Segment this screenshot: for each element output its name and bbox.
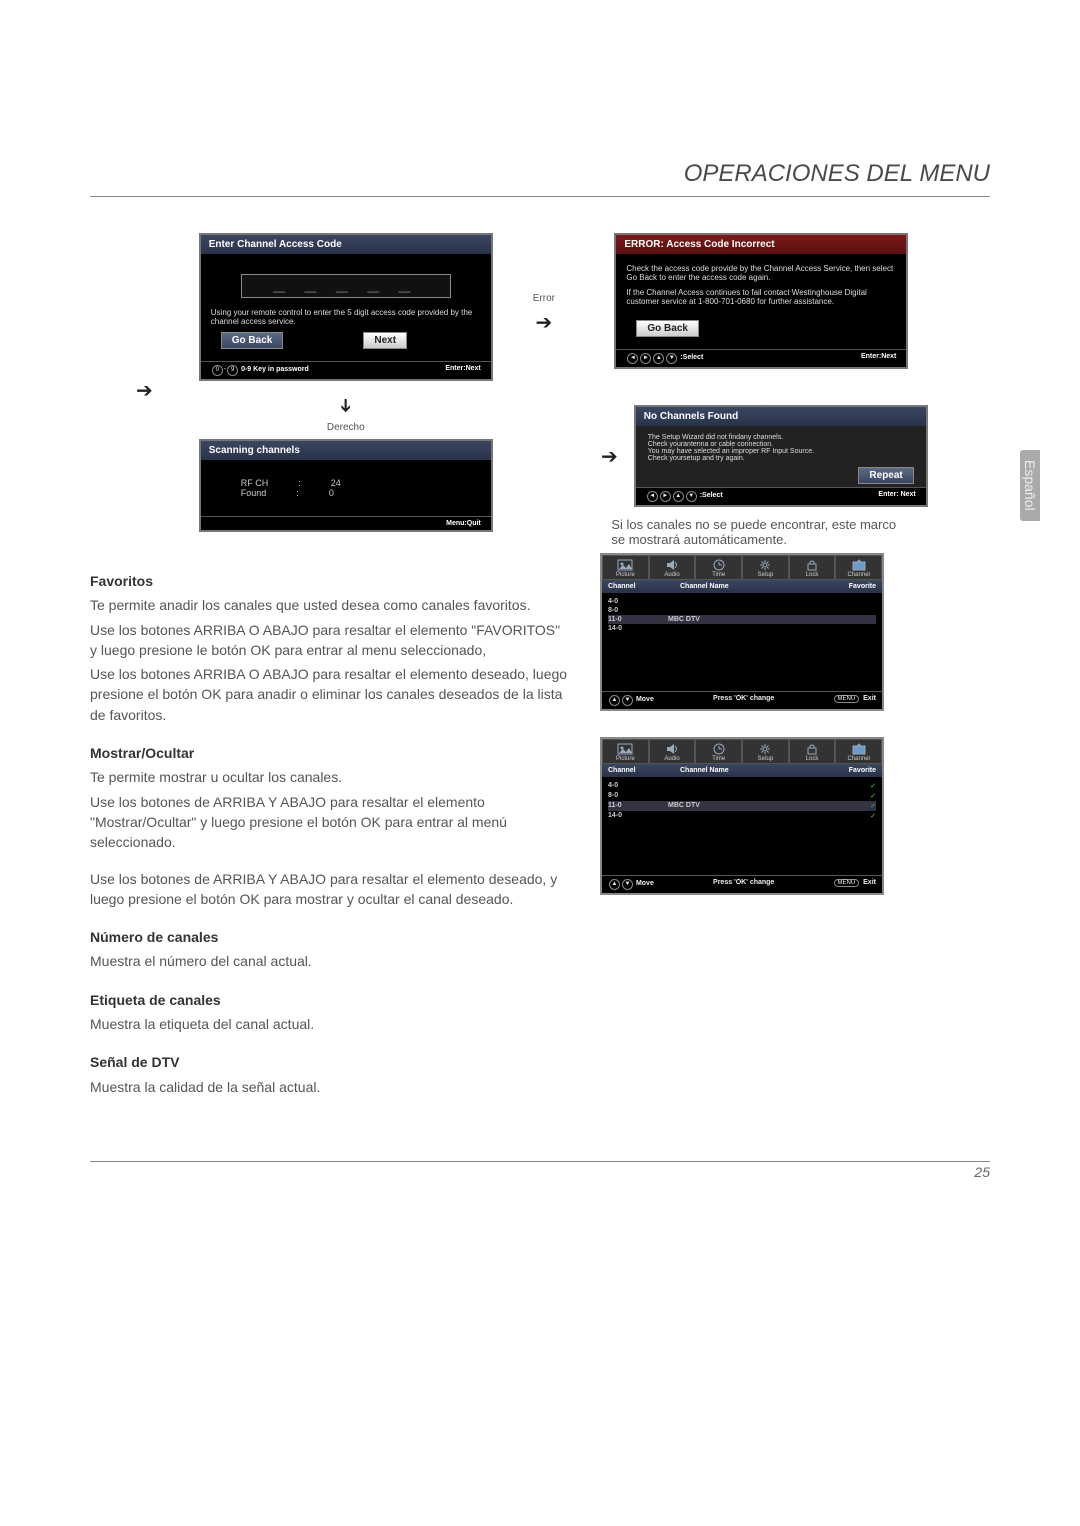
arrow-right-icon: ➔ — [136, 378, 153, 403]
osd-tab-lock[interactable]: Lock — [789, 739, 836, 764]
dtv-p: Muestra la calidad de la señal actual. — [90, 1077, 570, 1097]
favorites-osd-2: PictureAudioTimeSetupLockChannelChannelC… — [600, 737, 884, 895]
channel-row[interactable]: 4-0 — [608, 597, 876, 606]
scanning-panel: Scanning channels RF CH:24 Found:0 Menu:… — [199, 439, 493, 532]
scan-rfch-value: 24 — [331, 478, 341, 488]
channel-row[interactable]: 11-0MBC DTV✓ — [608, 801, 876, 811]
osd-tab-setup[interactable]: Setup — [742, 555, 789, 580]
repeat-button[interactable]: Repeat — [858, 467, 913, 484]
go-back-button[interactable]: Go Back — [221, 332, 284, 349]
channel-row[interactable]: 11-0MBC DTV — [608, 615, 876, 624]
osd-tab-picture[interactable]: Picture — [602, 739, 649, 764]
scan-found-value: 0 — [329, 488, 334, 498]
noch-l1: The Setup Wizard did not findany channel… — [648, 434, 914, 441]
etq-p: Muestra la etiqueta del canal actual. — [90, 1014, 570, 1034]
access-foot-left: 0-9 0-9 Key in password — [211, 365, 309, 376]
show-p2: Use los botones de ARRIBA Y ABAJO para r… — [90, 792, 570, 853]
noch-foot-right: Enter: Next — [878, 491, 915, 502]
access-header: Enter Channel Access Code — [201, 235, 491, 254]
dtv-heading: Señal de DTV — [90, 1052, 570, 1072]
error-header: ERROR: Access Code Incorrect — [616, 235, 906, 254]
fav-p1: Te permite anadir los canales que usted … — [90, 595, 570, 615]
no-channels-panel: No Channels Found The Setup Wizard did n… — [634, 405, 928, 507]
fav-p2: Use los botones ARRIBA O ABAJO para resa… — [90, 620, 570, 661]
noch-l3: You may have selected an improper RF Inp… — [648, 448, 914, 455]
arrow-down-icon: ➔ — [335, 398, 356, 413]
scan-foot-right: Menu:Quit — [446, 520, 481, 527]
osd-tab-audio[interactable]: Audio — [649, 739, 696, 764]
error-foot-left: ◄►▲▼ :Select — [626, 353, 703, 364]
mostrar-heading: Mostrar/Ocultar — [90, 743, 570, 763]
noch-l2: Check yourantenna or cable connection. — [648, 441, 914, 448]
access-hint: Using your remote control to enter the 5… — [211, 308, 481, 326]
osd-tab-picture[interactable]: Picture — [602, 555, 649, 580]
etiqueta-heading: Etiqueta de canales — [90, 990, 570, 1010]
scan-rfch-label: RF CH — [241, 478, 269, 488]
error-foot-right: Enter:Next — [861, 353, 896, 364]
language-side-tab: Español — [1020, 450, 1040, 521]
noch-caption: Si los canales no se puede encontrar, es… — [611, 517, 911, 547]
error-go-back-button[interactable]: Go Back — [636, 320, 699, 337]
show-p1: Te permite mostrar u ocultar los canales… — [90, 767, 570, 787]
numero-heading: Número de canales — [90, 927, 570, 947]
access-code-panel: Enter Channel Access Code — — — — — Usin… — [199, 233, 493, 381]
osd-tab-time[interactable]: Time — [695, 739, 742, 764]
osd-tab-channel[interactable]: Channel — [835, 555, 882, 580]
code-dashes: — — — — — — [211, 284, 481, 298]
favoritos-heading: Favoritos — [90, 571, 570, 591]
channel-row[interactable]: 14-0✓ — [608, 811, 876, 821]
error-line1: Check the access code provide by the Cha… — [626, 264, 896, 282]
osd-tab-channel[interactable]: Channel — [835, 739, 882, 764]
access-foot-right: Enter:Next — [445, 365, 480, 376]
page-title: OPERACIONES DEL MENU — [90, 160, 990, 188]
channel-row[interactable]: 8-0✓ — [608, 791, 876, 801]
next-button[interactable]: Next — [363, 332, 407, 349]
osd-tab-audio[interactable]: Audio — [649, 555, 696, 580]
scan-found-label: Found — [241, 488, 267, 498]
arrow-right-icon: ➔ — [601, 444, 618, 469]
fav-p3: Use los botones ARRIBA O ABAJO para resa… — [90, 664, 570, 725]
error-panel: ERROR: Access Code Incorrect Check the a… — [614, 233, 908, 369]
show-p3: Use los botones de ARRIBA Y ABAJO para r… — [90, 869, 570, 910]
noch-header: No Channels Found — [636, 407, 926, 426]
channel-row[interactable]: 8-0 — [608, 606, 876, 615]
channel-row[interactable]: 14-0 — [608, 624, 876, 633]
page-number: 25 — [90, 1161, 990, 1180]
label-error: Error — [533, 293, 555, 304]
osd-tab-lock[interactable]: Lock — [789, 555, 836, 580]
noch-l4: Check yoursetup and try again. — [648, 455, 914, 462]
scan-header: Scanning channels — [201, 441, 491, 460]
channel-row[interactable]: 4-0✓ — [608, 781, 876, 791]
noch-foot-left: ◄►▲▼ :Select — [646, 491, 723, 502]
osd-tab-time[interactable]: Time — [695, 555, 742, 580]
num-p: Muestra el número del canal actual. — [90, 951, 570, 971]
osd-tab-setup[interactable]: Setup — [742, 739, 789, 764]
arrow-right-icon: ➔ — [536, 310, 553, 335]
favorites-osd-1: PictureAudioTimeSetupLockChannelChannelC… — [600, 553, 884, 711]
error-line2: If the Channel Access continues to fail … — [626, 288, 896, 306]
label-derecho: Derecho — [327, 422, 365, 433]
